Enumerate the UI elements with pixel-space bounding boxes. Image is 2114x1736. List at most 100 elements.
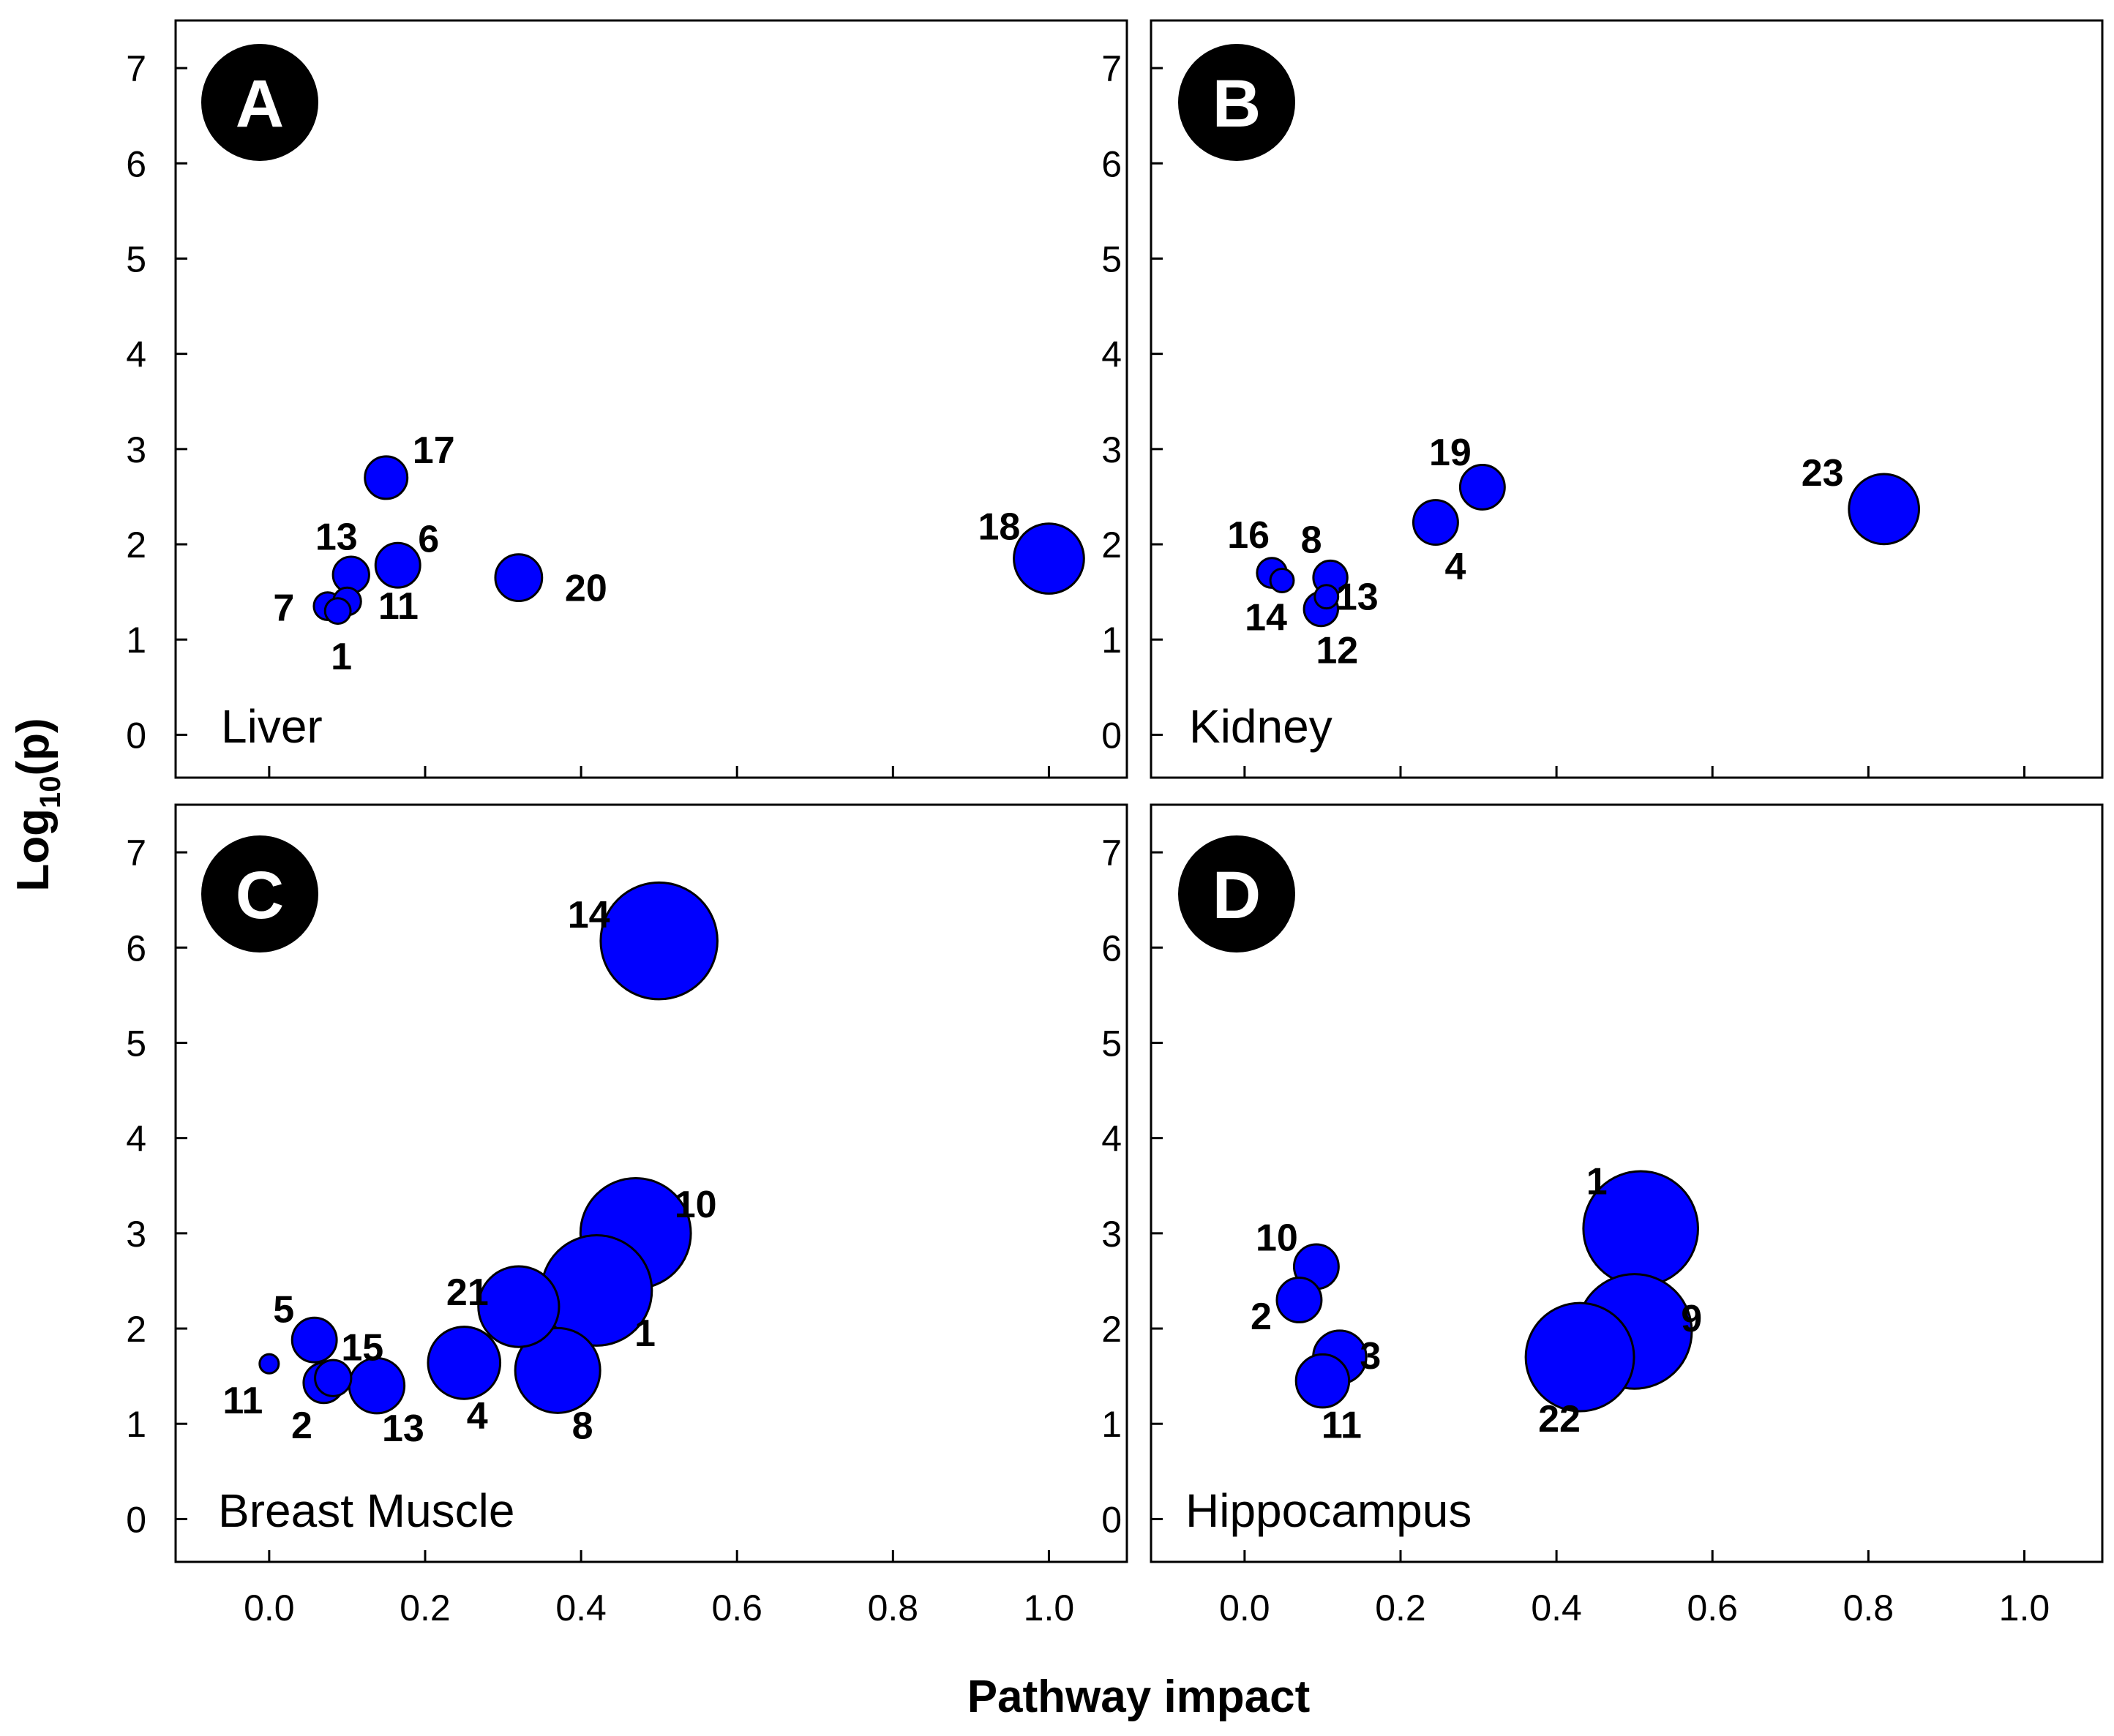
bubble-point [494, 553, 544, 603]
x-tick-label: 0.4 [555, 1587, 607, 1628]
bubble-point [1275, 1277, 1323, 1323]
y-tick-label: 2 [126, 1309, 146, 1350]
plot-frame [1150, 19, 2104, 779]
point-label: 13 [1336, 576, 1379, 619]
bubble-point [374, 541, 421, 589]
y-tick-label: 7 [1101, 48, 1122, 89]
y-tick-label: 2 [1101, 525, 1122, 565]
y-tick-label: 3 [1101, 429, 1122, 470]
point-label: 15 [341, 1327, 383, 1369]
y-tick-label: 0 [126, 1499, 146, 1540]
point-label: 11 [378, 585, 419, 628]
bubble-point [323, 597, 352, 625]
y-tick-label: 6 [126, 143, 146, 184]
point-label: 3 [1360, 1335, 1381, 1378]
x-tick-label: 0.6 [1687, 1587, 1738, 1628]
y-tick-label: 1 [1101, 1404, 1122, 1445]
point-label: 12 [1316, 630, 1358, 672]
point-label: 14 [568, 894, 610, 936]
x-tick-label: 0.0 [244, 1587, 295, 1628]
tissue-label: Liver [221, 700, 323, 753]
point-label: 1 [331, 636, 352, 678]
plot-frame [174, 19, 1128, 779]
bubble-point [1013, 522, 1085, 595]
point-label: 8 [1301, 519, 1322, 562]
y-tick-label: 5 [126, 238, 146, 279]
bubble-point [1294, 1353, 1351, 1409]
y-tick-label: 4 [126, 334, 146, 375]
bubble-point [314, 1359, 353, 1397]
y-tick-label: 4 [1101, 1119, 1122, 1160]
bubble-point [1524, 1301, 1635, 1413]
y-tick-label: 5 [1101, 238, 1122, 279]
point-label: 5 [273, 1289, 294, 1331]
y-tick-label: 3 [1101, 1214, 1122, 1255]
point-label: 9 [1681, 1298, 1702, 1340]
bubble-point [258, 1353, 280, 1375]
y-axis-title: Log10(p) [8, 718, 67, 891]
y-tick-label: 7 [126, 48, 146, 89]
y-tick-label: 0 [1101, 1499, 1122, 1540]
bubble-point [1458, 463, 1506, 511]
bubble-point [1269, 568, 1295, 593]
point-label: 8 [572, 1405, 593, 1447]
panel-a: 012345670.00.20.40.60.81.0ALiver17136711… [126, 19, 1128, 844]
bubble-point [1412, 499, 1459, 546]
panel-d: 0 1 2 3 4 5 6 7 0.0 0.2 0.4 0.6 0.8 1.0 D Hippocampus 1 9… [1101, 803, 2104, 1628]
point-label: 4 [1444, 546, 1466, 588]
x-tick-label: 0.8 [1843, 1587, 1894, 1628]
point-label: 7 [273, 587, 294, 630]
bubble-point [514, 1326, 601, 1414]
x-tick-label: 0.2 [1375, 1587, 1426, 1628]
panel-b: 012345670.00.20.40.60.81.0BKidney1923416… [1101, 19, 2104, 844]
point-label: 16 [1227, 514, 1270, 557]
y-tick-label: 7 [1101, 833, 1122, 873]
y-tick-label: 0 [126, 715, 146, 756]
y-tick-label: 7 [126, 833, 146, 873]
point-label: 10 [675, 1184, 717, 1226]
y-tick-label: 1 [126, 620, 146, 661]
bubble-point [1848, 473, 1920, 546]
y-tick-label: 0 [1101, 715, 1122, 756]
point-label: 11 [222, 1380, 263, 1422]
point-label: 11 [1322, 1405, 1362, 1447]
point-label: 17 [413, 429, 455, 472]
y-tick-label: 4 [1101, 334, 1122, 375]
point-label: 6 [418, 519, 439, 561]
bubble-point [427, 1326, 502, 1400]
point-label: 18 [978, 506, 1021, 549]
x-tick-label: 1.0 [1999, 1587, 2050, 1628]
bubble-point [477, 1265, 561, 1348]
y-tick-label: 4 [126, 1119, 146, 1160]
y-tick-label: 6 [1101, 143, 1122, 184]
panel-letter-badge [201, 44, 318, 161]
y-tick-label: 5 [1101, 1023, 1122, 1064]
tissue-label: Breast Muscle [218, 1484, 514, 1537]
panel-letter: A [236, 67, 284, 141]
point-label: 13 [315, 516, 358, 559]
bubble-point [291, 1316, 338, 1364]
panel-letter-badge [1178, 44, 1295, 161]
panel-letter-badge [1178, 835, 1295, 952]
y-tick-label: 2 [1101, 1309, 1122, 1350]
x-tick-label: 0.8 [868, 1587, 919, 1628]
tissue-label: Kidney [1189, 700, 1333, 753]
y-tick-label: 6 [1101, 928, 1122, 969]
bubble-point [364, 455, 409, 500]
point-label: 1 [634, 1312, 656, 1355]
y-tick-label: 3 [126, 429, 146, 470]
y-tick-label: 5 [126, 1023, 146, 1064]
panel-letter: C [236, 858, 284, 933]
panel-letter-badge [201, 835, 318, 952]
x-tick-label: 0.6 [711, 1587, 762, 1628]
point-label: 23 [1802, 452, 1844, 495]
point-label: 10 [1256, 1217, 1298, 1259]
tissue-label: Hippocampus [1185, 1484, 1472, 1537]
point-label: 14 [1245, 597, 1287, 639]
x-tick-label: 1.0 [1024, 1587, 1075, 1628]
point-label: 13 [382, 1408, 424, 1450]
panel-c: 0 1 2 3 4 5 6 7 0.0 0.2 0.4 0.6 0.8 1.0 C Breast Muscle… [126, 803, 1128, 1628]
bubble-point [599, 881, 719, 1001]
point-label: 4 [467, 1395, 488, 1438]
